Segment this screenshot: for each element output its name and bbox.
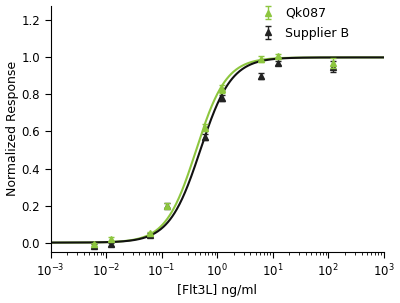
X-axis label: [Flt3L] ng/ml: [Flt3L] ng/ml	[177, 285, 257, 298]
Legend: Qk087, Supplier B: Qk087, Supplier B	[257, 7, 350, 40]
Y-axis label: Normalized Response: Normalized Response	[6, 61, 18, 196]
